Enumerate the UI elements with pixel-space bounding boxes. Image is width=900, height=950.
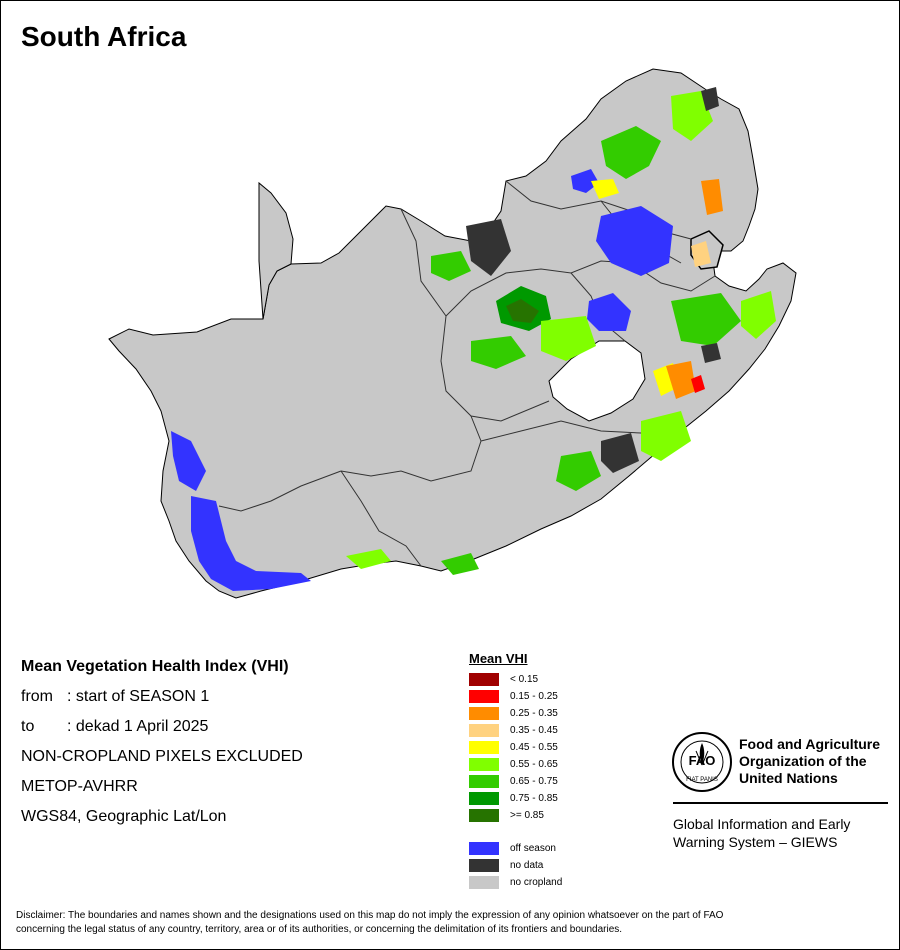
disclaimer: Disclaimer: The boundaries and names sho… — [16, 909, 886, 937]
legend-item: off season — [469, 840, 629, 857]
legend-swatch — [469, 876, 499, 889]
info-excluded-line: NON-CROPLAND PIXELS EXCLUDED — [21, 748, 303, 765]
from-value: : start of SEASON 1 — [67, 688, 210, 705]
legend-label: no data — [510, 860, 544, 871]
map-canvas — [108, 68, 797, 599]
fao-name-line1: Food and Agriculture — [739, 736, 881, 752]
legend-classes: < 0.15 0.15 - 0.25 0.25 - 0.35 0.35 - 0.45 0… — [469, 671, 629, 824]
legend-swatch — [469, 842, 499, 855]
legend-label: >= 0.85 — [510, 810, 544, 821]
info-heading: Mean Vegetation Health Index (VHI) — [21, 658, 289, 675]
legend-swatch — [469, 707, 499, 720]
info-to-line: to : dekad 1 April 2025 — [21, 716, 441, 746]
legend-item: >= 0.85 — [469, 807, 629, 824]
legend-label: 0.35 - 0.45 — [510, 725, 558, 736]
vhi-pixels — [171, 87, 776, 591]
legend-item: 0.75 - 0.85 — [469, 790, 629, 807]
northern-cape-panhandle — [258, 181, 294, 320]
giews-line1: Global Information and Early — [673, 816, 851, 832]
legend-label: < 0.15 — [510, 674, 539, 685]
info-block: Mean Vegetation Health Index (VHI) from:… — [21, 656, 441, 836]
legend-item: 0.35 - 0.45 — [469, 722, 629, 739]
legend-label: off season — [510, 843, 556, 854]
legend-swatch — [469, 775, 499, 788]
legend-swatch — [469, 724, 499, 737]
legend-swatch — [469, 690, 499, 703]
giews-line2: Warning System – GIEWS — [673, 834, 838, 850]
legend-title: Mean VHI — [469, 651, 528, 666]
fao-divider — [673, 802, 888, 804]
legend-item: no data — [469, 857, 629, 874]
legend-label: 0.45 - 0.55 — [510, 742, 558, 753]
legend-label: 0.75 - 0.85 — [510, 793, 558, 804]
fao-logo-text: FAO — [689, 753, 716, 768]
legend-item: < 0.15 — [469, 671, 629, 688]
legend-swatch — [469, 859, 499, 872]
legend-item: 0.15 - 0.25 — [469, 688, 629, 705]
legend-item: 0.45 - 0.55 — [469, 739, 629, 756]
giews-name: Global Information and Early Warning Sys… — [673, 815, 893, 851]
legend-item: 0.55 - 0.65 — [469, 756, 629, 773]
legend-item: 0.65 - 0.75 — [469, 773, 629, 790]
fao-logo-icon: FAO FIAT PANIS — [672, 732, 732, 792]
fao-motto: FIAT PANIS — [686, 777, 718, 783]
to-value: : dekad 1 April 2025 — [67, 718, 209, 735]
legend-label: 0.55 - 0.65 — [510, 759, 558, 770]
info-from-line: from : start of SEASON 1 — [21, 686, 441, 716]
info-projection-line: WGS84, Geographic Lat/Lon — [21, 808, 227, 825]
legend-swatch — [469, 809, 499, 822]
legend-label: 0.25 - 0.35 — [510, 708, 558, 719]
legend-swatch — [469, 792, 499, 805]
legend-item: 0.25 - 0.35 — [469, 705, 629, 722]
legend-item: no cropland — [469, 874, 629, 891]
fao-name-line3: United Nations — [739, 770, 838, 786]
legend-swatch — [469, 741, 499, 754]
legend-swatch — [469, 673, 499, 686]
from-label: from — [21, 688, 53, 705]
legend-label: 0.65 - 0.75 — [510, 776, 558, 787]
map-title: South Africa — [21, 21, 187, 52]
disclaimer-line2: concerning the legal status of any count… — [16, 924, 623, 935]
fao-name: Food and Agriculture Organization of the… — [739, 736, 880, 787]
to-label: to — [21, 718, 35, 735]
legend-label: no cropland — [510, 877, 563, 888]
legend: Mean VHI < 0.15 0.15 - 0.25 0.25 - 0.35 0.3… — [469, 651, 629, 891]
disclaimer-line1: Disclaimer: The boundaries and names sho… — [16, 910, 724, 921]
legend-extra: off season no data no cropland — [469, 840, 629, 891]
legend-swatch — [469, 758, 499, 771]
legend-label: 0.15 - 0.25 — [510, 691, 558, 702]
fao-name-line2: Organization of the — [739, 753, 867, 769]
info-sensor-line: METOP-AVHRR — [21, 778, 138, 795]
